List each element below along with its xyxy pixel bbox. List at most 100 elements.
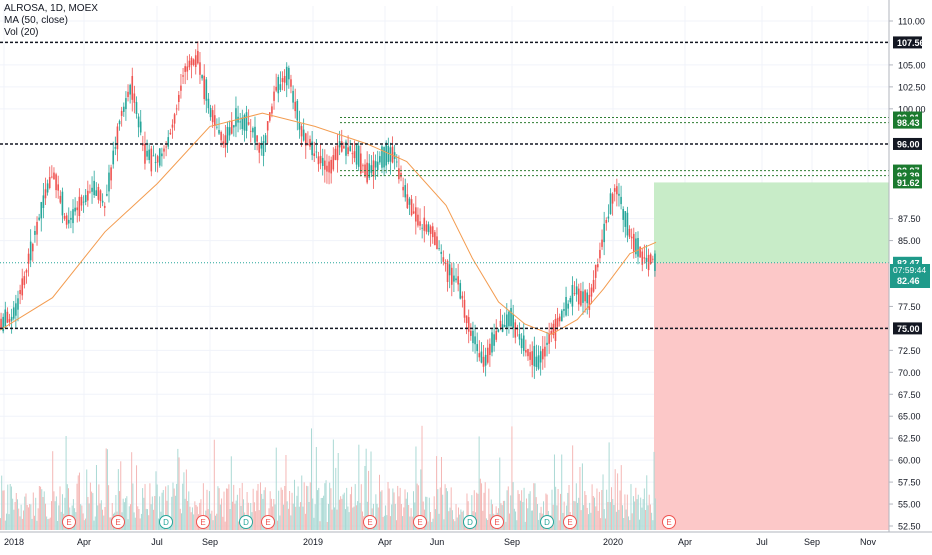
level-badge[interactable]: 96.00 (893, 137, 922, 150)
volume-bar (241, 482, 243, 530)
candle-body (355, 144, 358, 165)
volume-bar (211, 510, 213, 530)
earnings-marker[interactable]: E (563, 515, 577, 529)
candle-body (478, 353, 481, 358)
volume-bar (526, 498, 527, 530)
candle-body (44, 189, 47, 199)
level-badge[interactable]: 107.56 (893, 36, 925, 49)
level-badge[interactable]: 98.43 (893, 116, 922, 129)
level-badge[interactable]: 75.00 (893, 322, 922, 335)
candle-body (381, 146, 383, 168)
volume-bar (313, 517, 315, 530)
volume-bar (455, 504, 457, 530)
volume-bar (82, 513, 84, 530)
candle-body (275, 86, 277, 91)
candle-body (345, 141, 347, 156)
volume-bar (607, 502, 609, 530)
candle-body (343, 146, 345, 149)
candle-body (563, 309, 565, 311)
candle-body (127, 91, 129, 97)
candle-body (541, 348, 544, 360)
candle-body (216, 126, 218, 128)
volume-bar (290, 515, 292, 530)
earnings-marker[interactable]: E (111, 515, 125, 529)
dividend-marker[interactable]: D (540, 515, 554, 529)
volume-bar (184, 498, 186, 530)
candle-body (89, 191, 91, 193)
candle-body (624, 211, 627, 227)
price-axis[interactable]: 110.00 105.00 102.50 100.00 87.50 85.00 77.50 7… (888, 0, 932, 550)
price-tick-label: 57.50 (898, 478, 921, 488)
candle-body (65, 215, 68, 225)
volume-bar (533, 483, 535, 530)
candle-body (499, 320, 502, 327)
target-badge[interactable]: 91.62 (893, 176, 922, 189)
candle-body (262, 141, 265, 156)
candle-body (317, 156, 320, 165)
ma-indicator-label[interactable]: MA (50, close) (4, 15, 68, 26)
ma-50-line[interactable] (0, 112, 657, 336)
dividend-marker[interactable]: D (463, 515, 477, 529)
earnings-marker[interactable]: E (490, 515, 504, 529)
volume-bar (106, 449, 108, 530)
earnings-marker[interactable]: E (413, 515, 427, 529)
candle-body (144, 144, 146, 164)
dividend-marker[interactable]: D (239, 515, 253, 529)
volume-bar (476, 492, 478, 530)
candle-body (53, 172, 55, 180)
candle-body (260, 145, 263, 149)
volume-bar (643, 488, 645, 530)
price-tick-label: 72.50 (898, 346, 921, 356)
candle-body (510, 308, 512, 327)
volume-bar (382, 517, 384, 530)
current-price-text: 82.46 (897, 276, 920, 286)
volume-bar (482, 510, 484, 530)
earnings-marker[interactable]: E (261, 515, 275, 529)
volume-bar (49, 517, 51, 530)
volume-bar (562, 513, 564, 530)
stop-loss-zone[interactable] (654, 262, 889, 530)
volume-bar (263, 490, 265, 530)
time-tick-label: Apr (77, 537, 91, 547)
candle-body (584, 290, 586, 302)
level-badge-bg (893, 116, 922, 129)
candle-body (0, 318, 2, 328)
candle-body (472, 330, 474, 344)
time-axis[interactable]: 2018 Apr Jul Sep 2019 Apr Jun Sep 2020 Apr Jul Sep N… (0, 531, 932, 547)
volume-bar (314, 504, 316, 530)
symbol-title[interactable]: ALROSA, 1D, MOEX (4, 3, 98, 14)
candle-body (334, 148, 337, 160)
candle-body (97, 187, 100, 200)
candle-body (256, 135, 258, 142)
candle-body (531, 351, 534, 365)
entry-badge-text: 82.47 (897, 258, 920, 268)
volume-bar (72, 499, 74, 530)
earnings-marker[interactable]: E (62, 515, 76, 529)
candle-body (599, 249, 601, 259)
candle-body (575, 286, 578, 295)
volume-indicator-label[interactable]: Vol (20) (4, 27, 39, 38)
volume-bar (183, 472, 185, 530)
candle-body (611, 193, 614, 204)
volume-bar (437, 489, 439, 530)
volume-bar (505, 521, 507, 530)
volume-bar (77, 475, 79, 530)
candle-body (300, 126, 303, 137)
volume-bar (219, 504, 221, 530)
volume-bar (195, 505, 197, 530)
volume-bar (477, 493, 479, 530)
volume-bar (421, 425, 423, 530)
volume-bar (553, 454, 555, 530)
dividend-marker[interactable]: D (159, 515, 173, 529)
marker-circle (540, 515, 554, 529)
volume-bar (485, 518, 487, 530)
earnings-marker[interactable]: E (662, 515, 676, 529)
profit-zone[interactable] (654, 182, 889, 263)
candle-body (537, 355, 540, 369)
earnings-marker[interactable]: E (196, 515, 210, 529)
earnings-marker[interactable]: E (363, 515, 377, 529)
candle-body (525, 350, 527, 353)
